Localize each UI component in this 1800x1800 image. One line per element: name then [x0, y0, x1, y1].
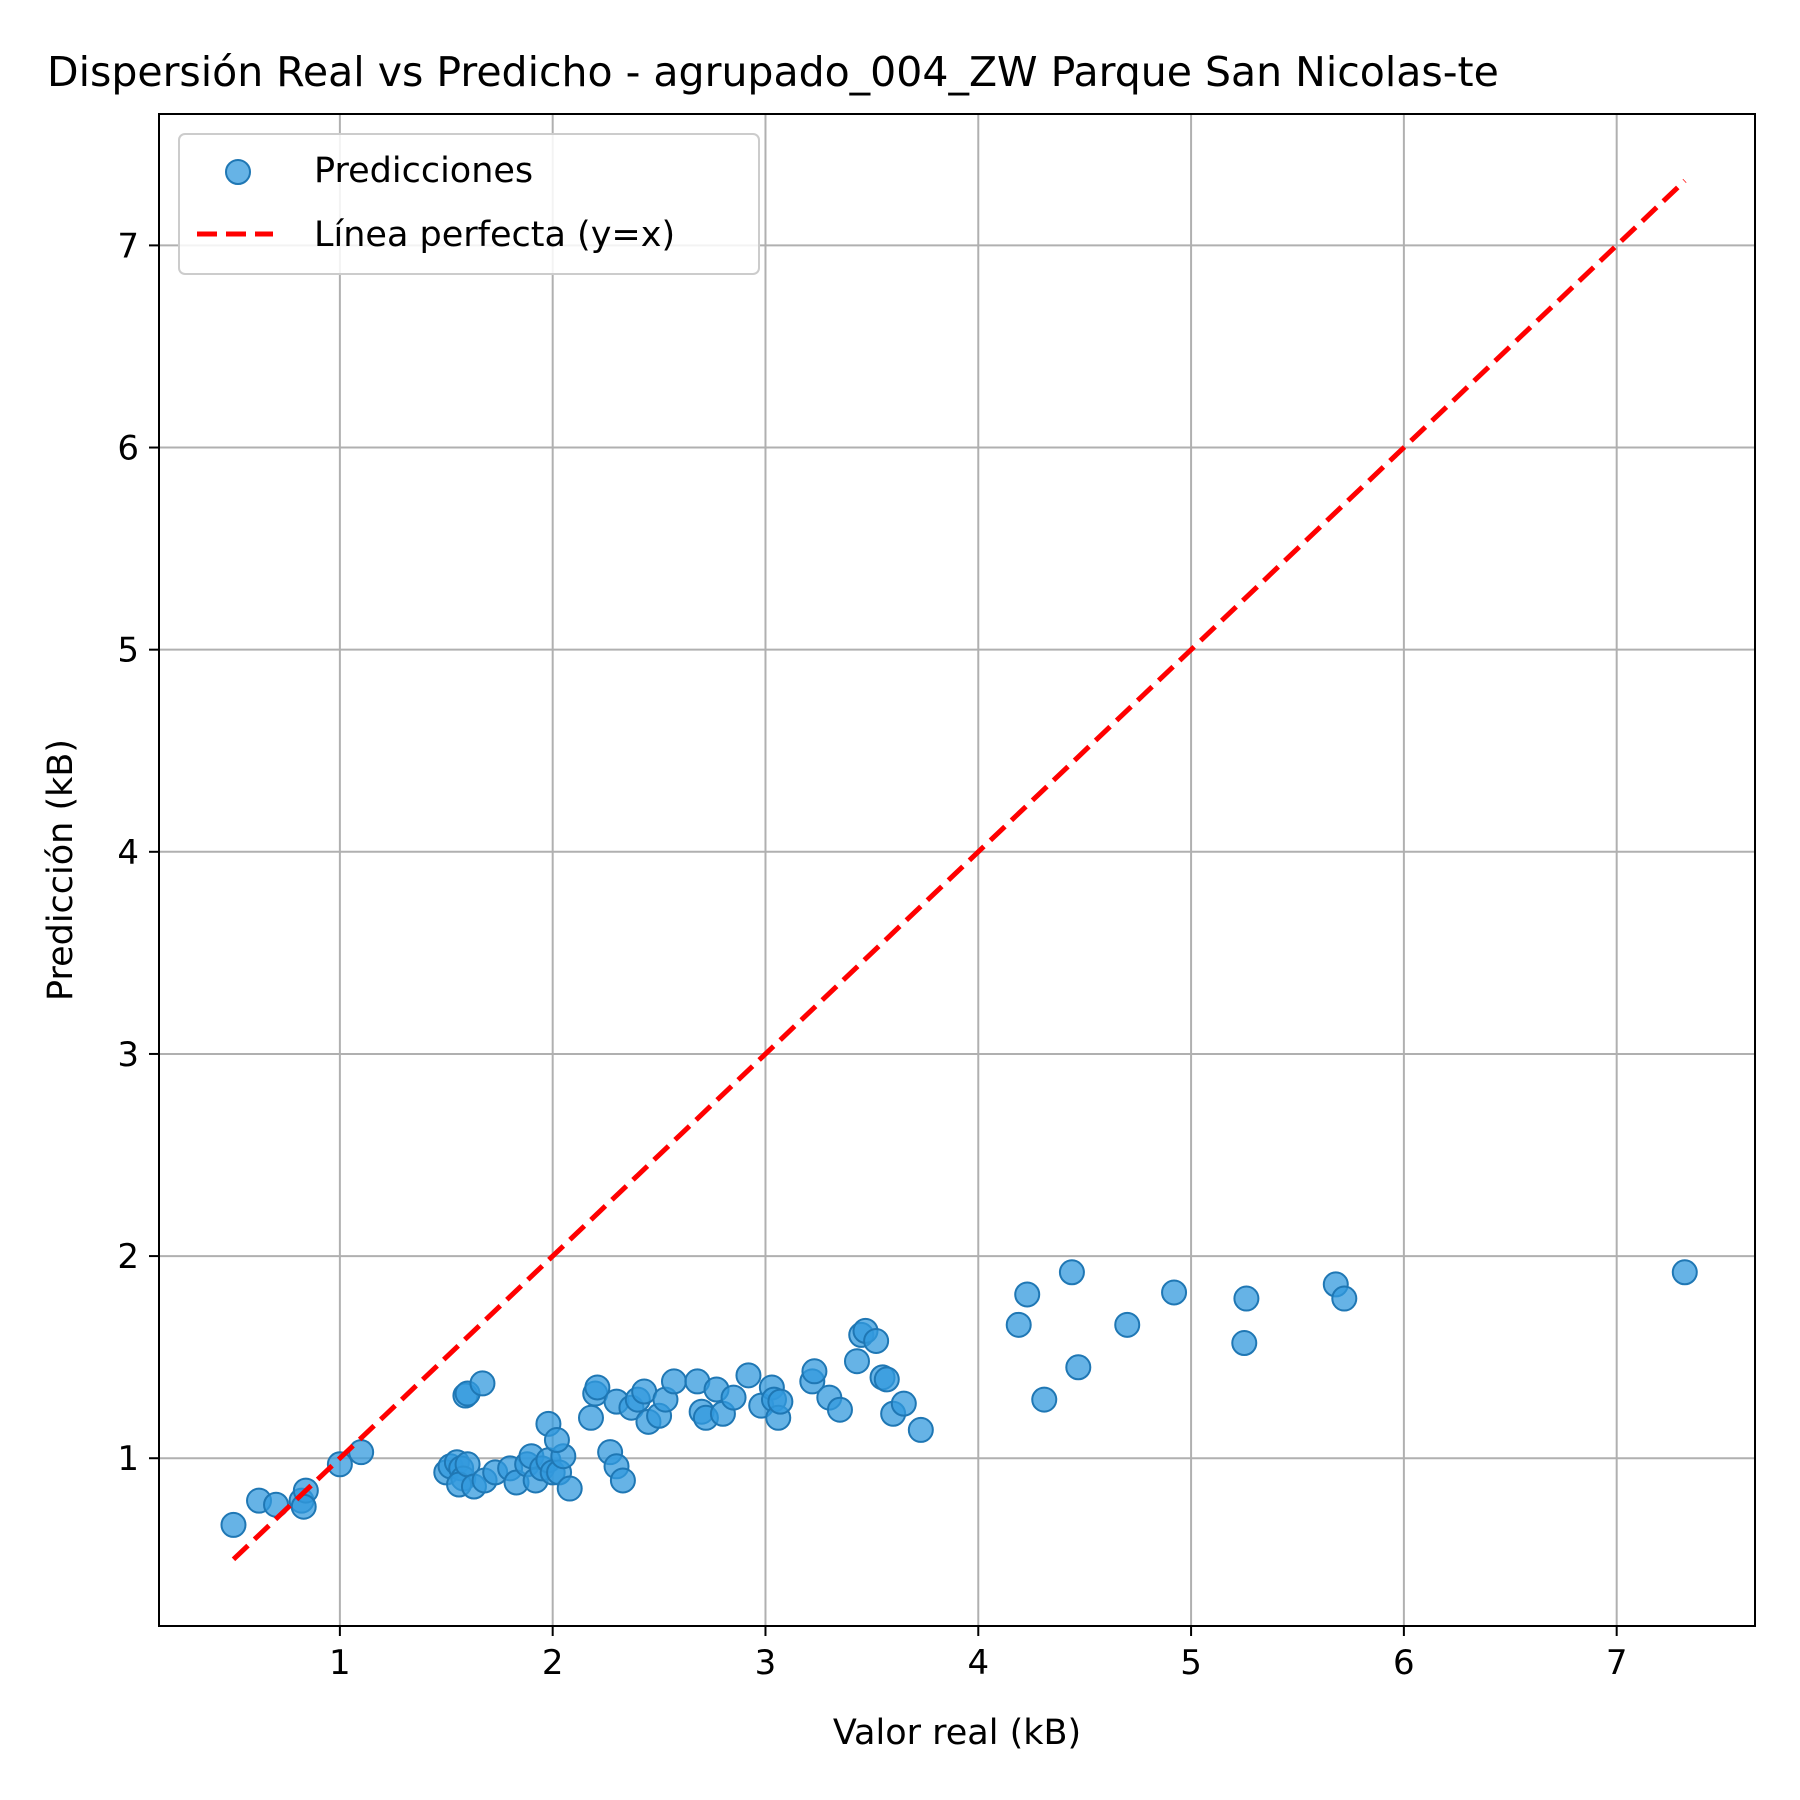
plot-series	[220, 178, 1698, 1562]
x-tick-label: 7	[1606, 1643, 1628, 1683]
y-tick-label: 2	[117, 1237, 139, 1277]
data-point	[843, 1348, 870, 1375]
x-tick-label: 1	[329, 1643, 351, 1683]
y-tick-label: 4	[117, 833, 139, 873]
y-axis-label: Predicción (kB)	[41, 739, 81, 1001]
legend-label-linea-perfecta: Línea perfecta (y=x)	[314, 215, 675, 255]
grid-lines	[159, 114, 1755, 1626]
data-point	[863, 1327, 890, 1354]
data-point	[1161, 1279, 1188, 1306]
x-tick-label: 5	[1180, 1643, 1202, 1683]
y-tick-label: 7	[117, 226, 139, 266]
data-point	[469, 1370, 496, 1397]
y-tick-label: 1	[117, 1439, 139, 1479]
data-point	[1671, 1259, 1698, 1286]
data-point	[767, 1388, 794, 1415]
data-point	[907, 1416, 934, 1443]
legend-box	[178, 133, 760, 275]
data-point	[720, 1384, 747, 1411]
data-point	[890, 1390, 917, 1417]
data-point	[873, 1366, 900, 1393]
data-point	[1058, 1259, 1085, 1286]
data-point	[1014, 1281, 1041, 1308]
data-point	[801, 1358, 828, 1385]
data-point	[348, 1439, 375, 1466]
data-point	[1233, 1285, 1260, 1312]
data-point	[584, 1374, 611, 1401]
data-point	[609, 1467, 636, 1494]
legend-label-predicciones: Predicciones	[314, 151, 533, 191]
data-point	[826, 1396, 853, 1423]
x-axis-label: Valor real (kB)	[833, 1713, 1081, 1753]
data-point	[1005, 1311, 1032, 1338]
data-point	[1231, 1330, 1258, 1357]
scatter-series	[220, 1259, 1698, 1538]
data-point	[556, 1475, 583, 1502]
x-tick-label: 2	[542, 1643, 564, 1683]
perfect-prediction-line	[231, 178, 1687, 1562]
data-point	[577, 1404, 604, 1431]
data-point	[1331, 1285, 1358, 1312]
data-point	[1114, 1311, 1141, 1338]
x-tick-label: 6	[1393, 1643, 1415, 1683]
y-tick-label: 6	[117, 429, 139, 469]
x-tick-label: 3	[755, 1643, 777, 1683]
axis-ticks: 1 2 3 4 5 6 7 1 2 3 4 5 6 7	[117, 226, 1627, 1683]
data-point	[1065, 1354, 1092, 1381]
data-point	[220, 1511, 247, 1538]
data-point	[1031, 1386, 1058, 1413]
data-point	[326, 1451, 353, 1478]
data-point	[290, 1493, 317, 1520]
data-point	[660, 1368, 687, 1395]
y-tick-label: 5	[117, 631, 139, 671]
data-point	[735, 1362, 762, 1389]
y-tick-label: 3	[117, 1035, 139, 1075]
chart-title: Dispersión Real vs Predicho - agrupado_0…	[47, 48, 1499, 96]
legend: Predicciones Línea perfecta (y=x)	[178, 133, 760, 275]
plot-frame	[158, 113, 1756, 1627]
legend-marker-predicciones	[225, 159, 251, 185]
x-tick-label: 4	[967, 1643, 989, 1683]
data-point	[543, 1427, 570, 1454]
